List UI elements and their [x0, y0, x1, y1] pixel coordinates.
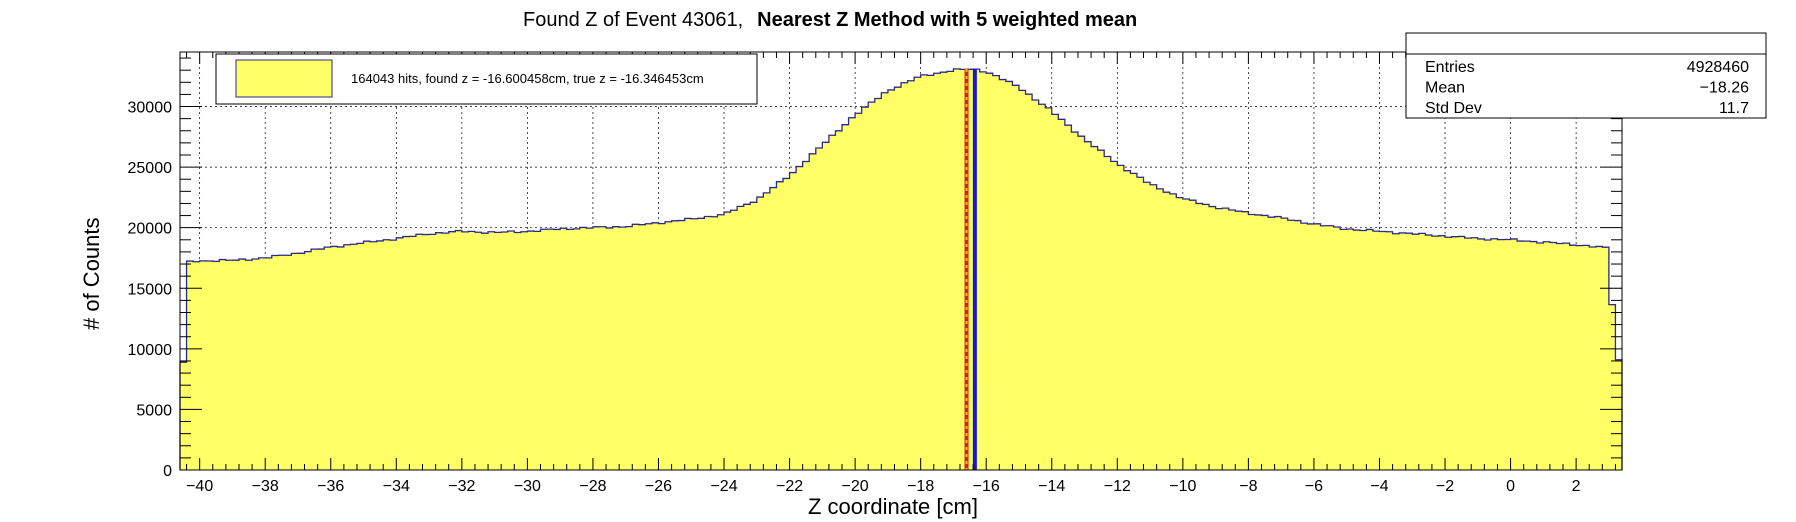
- x-tick-label: −6: [1305, 478, 1323, 495]
- y-tick-label: 20000: [128, 221, 173, 238]
- legend: 164043 hits, found z = -16.600458cm, tru…: [215, 53, 758, 105]
- x-tick-label: −40: [186, 478, 213, 495]
- marker-lines: [964, 68, 977, 470]
- x-tick-label: 0: [1506, 478, 1515, 495]
- x-tick-label: −4: [1370, 478, 1388, 495]
- x-tick-label: −26: [645, 478, 672, 495]
- x-tick-label: −12: [1104, 478, 1131, 495]
- chart-title-bold: Nearest Z Method with 5 weighted mean: [757, 9, 1137, 31]
- x-tick-label: −18: [907, 478, 934, 495]
- x-axis-label: Z coordinate [cm]: [808, 494, 978, 519]
- y-tick-label: 0: [163, 463, 172, 480]
- stats-box: Entries 4928460 Mean −18.26 Std Dev 11.7: [1405, 32, 1767, 119]
- y-axis-ticks: 0 5000 10000 15000 20000 25000 30000: [128, 57, 1622, 480]
- x-tick-label: −28: [579, 478, 606, 495]
- stats-label: Std Dev: [1425, 100, 1482, 117]
- x-tick-label: −8: [1239, 478, 1257, 495]
- x-tick-label: −34: [383, 478, 410, 495]
- x-tick-label: −16: [973, 478, 1000, 495]
- x-tick-label: −30: [514, 478, 541, 495]
- stats-value: −18.26: [1700, 80, 1749, 97]
- x-tick-label: −2: [1436, 478, 1454, 495]
- x-tick-label: −22: [776, 478, 803, 495]
- x-tick-label: −10: [1169, 478, 1196, 495]
- chart-title-normal: Found Z of Event 43061,: [523, 9, 743, 31]
- y-tick-label: 30000: [128, 100, 173, 117]
- histogram-outline: [179, 68, 1623, 470]
- histogram-fill: [180, 68, 1622, 471]
- y-tick-label: 25000: [128, 160, 173, 177]
- y-tick-label: 15000: [128, 281, 173, 298]
- x-tick-label: −36: [317, 478, 344, 495]
- stats-frame: [1405, 32, 1767, 119]
- y-tick-label: 10000: [128, 342, 173, 359]
- x-tick-label: −32: [448, 478, 475, 495]
- stats-value: 11.7: [1719, 100, 1749, 117]
- plot-frame: [179, 51, 1623, 471]
- stats-label: Entries: [1425, 59, 1475, 76]
- y-tick-label: 5000: [136, 402, 172, 419]
- x-tick-label: −24: [710, 478, 737, 495]
- legend-label: 164043 hits, found z = -16.600458cm, tru…: [351, 71, 704, 86]
- stats-value: 4928460: [1687, 59, 1749, 76]
- legend-swatch: [235, 59, 333, 98]
- x-tick-label: −20: [842, 478, 869, 495]
- chart-title: Found Z of Event 43061, Nearest Z Method …: [523, 9, 1137, 31]
- x-tick-label: −38: [252, 478, 279, 495]
- x-tick-label: −14: [1038, 478, 1065, 495]
- stats-label: Mean: [1425, 80, 1465, 97]
- x-tick-label: 2: [1572, 478, 1581, 495]
- y-axis-label: # of Counts: [79, 217, 104, 330]
